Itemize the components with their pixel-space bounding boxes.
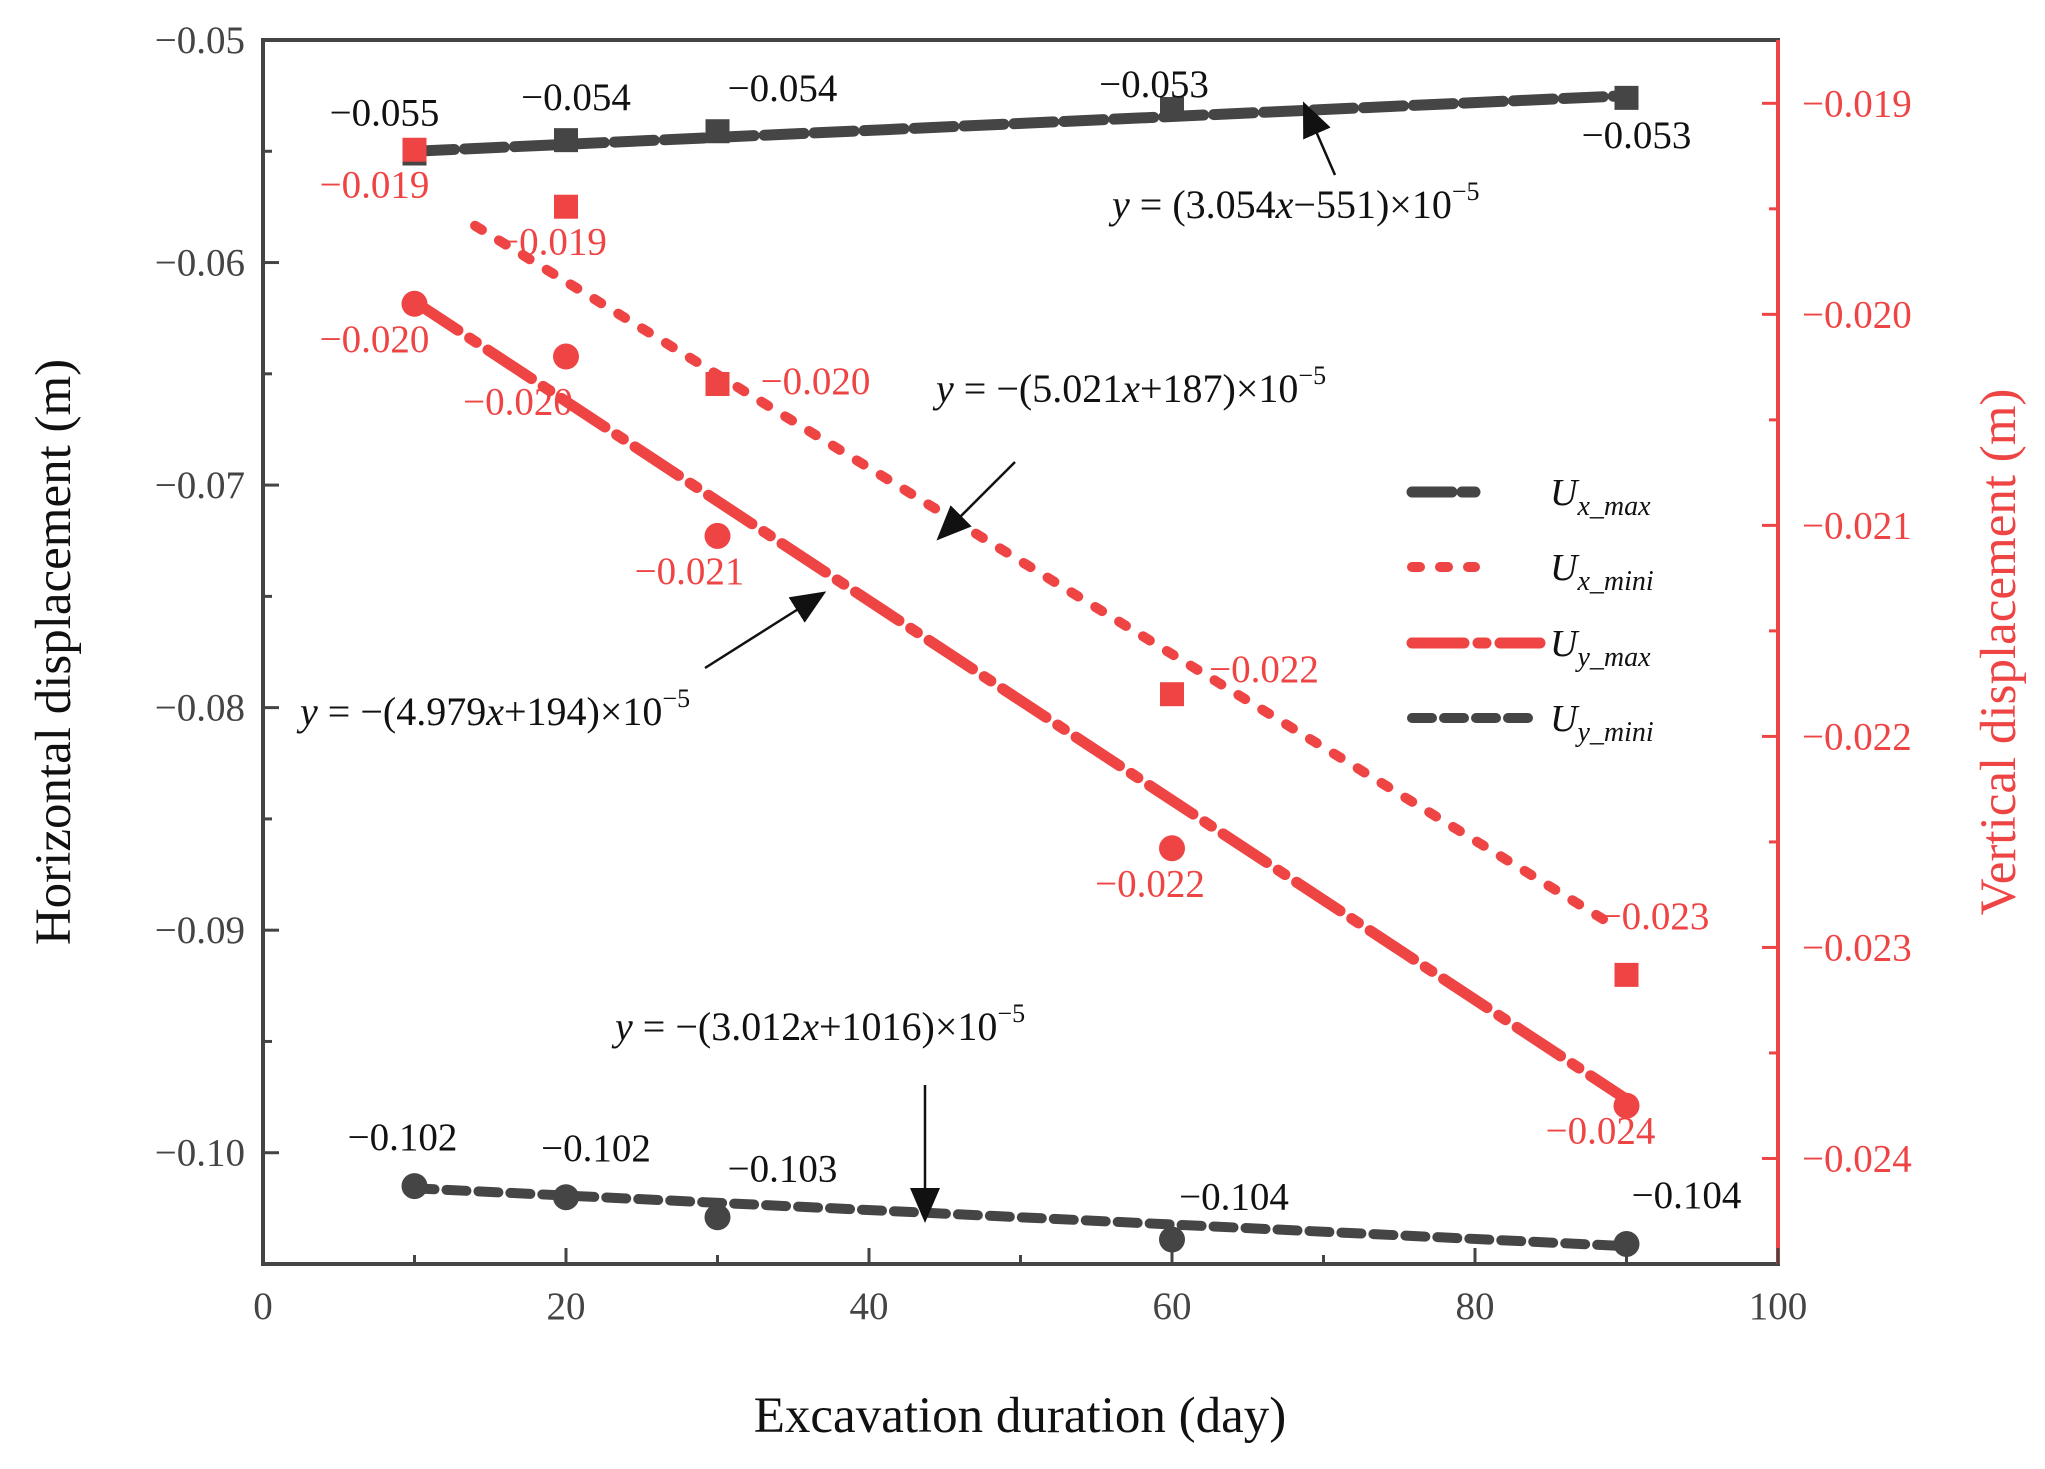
- legend-label-ux-max: Ux_max: [1550, 472, 1651, 522]
- marker-ux_max: [1614, 85, 1639, 110]
- legend-label-ux-mini: Ux_mini: [1550, 547, 1654, 597]
- right-y-axis-ticks: −0.019 −0.020 −0.021 −0.022 −0.023 −0.024: [1762, 82, 1912, 1180]
- x-tick-label: 80: [1456, 1285, 1495, 1328]
- data-label-ux_mini: −0.023: [1600, 895, 1710, 938]
- equation-uy-mini: y = −(3.012x+1016)×10−5: [611, 999, 1025, 1049]
- marker-uy_max: [704, 522, 731, 549]
- legend-label-uy-max: Uy_max: [1550, 623, 1651, 673]
- left-y-axis-ticks: −0.05 −0.06 −0.07 −0.08 −0.09 −0.10: [155, 19, 279, 1266]
- right-y-axis-title: Vertical displacement (m): [1971, 389, 2027, 916]
- legend: Ux_max Ux_mini Uy_max Uy_mini: [1406, 472, 1654, 748]
- marker-uy_mini: [553, 1184, 579, 1211]
- fit-line-ux_mini: [470, 220, 1617, 930]
- arrow-ux-mini: [936, 461, 1016, 541]
- data-label-uy_max: −0.022: [1095, 862, 1205, 905]
- right-y-tick-label: −0.024: [1802, 1137, 1912, 1180]
- marker-uy_mini: [704, 1204, 731, 1231]
- fit-line-uy_max: [409, 296, 1632, 1105]
- right-y-tick-label: −0.020: [1802, 293, 1912, 336]
- right-y-tick-label: −0.019: [1802, 82, 1912, 125]
- data-markers: [401, 85, 1640, 1257]
- x-tick-label: 40: [850, 1285, 889, 1328]
- marker-ux_mini: [1614, 962, 1639, 987]
- x-axis-title: Excavation duration (day): [754, 1388, 1286, 1444]
- arrow-uy-max: [704, 591, 827, 670]
- equation-ux-max: y = (3.054x−551)×10−5: [1108, 177, 1480, 227]
- data-label-uy_max: −0.024: [1546, 1110, 1656, 1153]
- fit-line-uy_mini: [409, 1183, 1632, 1252]
- right-y-tick-label: −0.023: [1802, 926, 1912, 969]
- marker-ux_max: [705, 119, 730, 144]
- marker-uy_mini: [1159, 1226, 1185, 1253]
- marker-uy_max: [1613, 1092, 1640, 1119]
- marker-ux_mini: [1160, 682, 1184, 707]
- data-label-uy_max: −0.021: [635, 550, 745, 593]
- data-label-ux_mini: −0.019: [497, 221, 607, 264]
- right-y-tick-label: −0.021: [1802, 504, 1912, 547]
- data-label-uy_mini: −0.102: [541, 1127, 651, 1170]
- fit-line-ux_max: [409, 90, 1632, 157]
- left-y-tick-label: −0.07: [155, 464, 245, 507]
- data-label-uy_max: −0.020: [320, 318, 430, 361]
- data-label-ux_max: −0.053: [1099, 63, 1209, 106]
- marker-ux_mini: [705, 371, 730, 396]
- data-label-ux_mini: −0.022: [1209, 648, 1319, 691]
- marker-ux_max: [554, 128, 578, 153]
- legend-label-uy-mini: Uy_mini: [1550, 698, 1654, 748]
- x-tick-label: 100: [1749, 1285, 1808, 1328]
- data-label-uy_mini: −0.104: [1632, 1174, 1742, 1217]
- x-tick-label: 60: [1153, 1285, 1192, 1328]
- data-label-uy_max: −0.020: [463, 381, 573, 424]
- data-label-ux_mini: −0.020: [761, 360, 871, 403]
- x-tick-label: 20: [547, 1285, 586, 1328]
- annotation-arrows: [704, 101, 1337, 1223]
- left-y-tick-label: −0.05: [155, 19, 245, 62]
- marker-ux_mini: [402, 137, 427, 162]
- marker-uy_mini: [401, 1173, 428, 1200]
- left-y-tick-label: −0.06: [155, 242, 245, 285]
- right-y-tick-label: −0.022: [1802, 715, 1912, 758]
- marker-ux_mini: [554, 194, 578, 219]
- data-label-ux_max: −0.053: [1582, 114, 1692, 157]
- marker-uy_mini: [1613, 1230, 1640, 1257]
- data-label-uy_mini: −0.102: [348, 1116, 458, 1159]
- data-label-ux_max: −0.055: [330, 91, 440, 134]
- left-y-tick-label: −0.10: [155, 1132, 245, 1175]
- equation-uy-max: y = −(4.979x+194)×10−5: [296, 684, 690, 734]
- left-y-axis-title: Horizontal displacement (m): [26, 359, 82, 945]
- data-labels: −0.055 −0.054 −0.054 −0.053 −0.053 −0.019 −0.0…: [320, 63, 1742, 1219]
- x-axis-ticks: 0 20 40 60 80 100: [253, 1248, 1807, 1328]
- equation-ux-mini: y = −(5.021x+187)×10−5: [932, 361, 1326, 411]
- marker-uy_max: [553, 343, 579, 370]
- data-label-ux_max: −0.054: [728, 67, 838, 110]
- left-y-tick-label: −0.09: [155, 909, 245, 952]
- data-label-ux_mini: −0.019: [320, 164, 430, 207]
- data-label-uy_mini: −0.103: [728, 1147, 838, 1190]
- data-label-uy_mini: −0.104: [1179, 1176, 1289, 1219]
- marker-uy_max: [1159, 835, 1185, 862]
- marker-uy_max: [401, 290, 428, 317]
- x-tick-label: 0: [253, 1285, 273, 1328]
- data-label-ux_max: −0.054: [521, 76, 631, 119]
- arrow-ux-max: [1303, 101, 1337, 176]
- left-y-tick-label: −0.08: [155, 687, 245, 730]
- marker-ux_max: [1160, 96, 1184, 121]
- equations: y = (3.054x−551)×10−5 y = −(5.021x+187)×…: [296, 177, 1480, 1049]
- fit-lines: [409, 90, 1632, 1252]
